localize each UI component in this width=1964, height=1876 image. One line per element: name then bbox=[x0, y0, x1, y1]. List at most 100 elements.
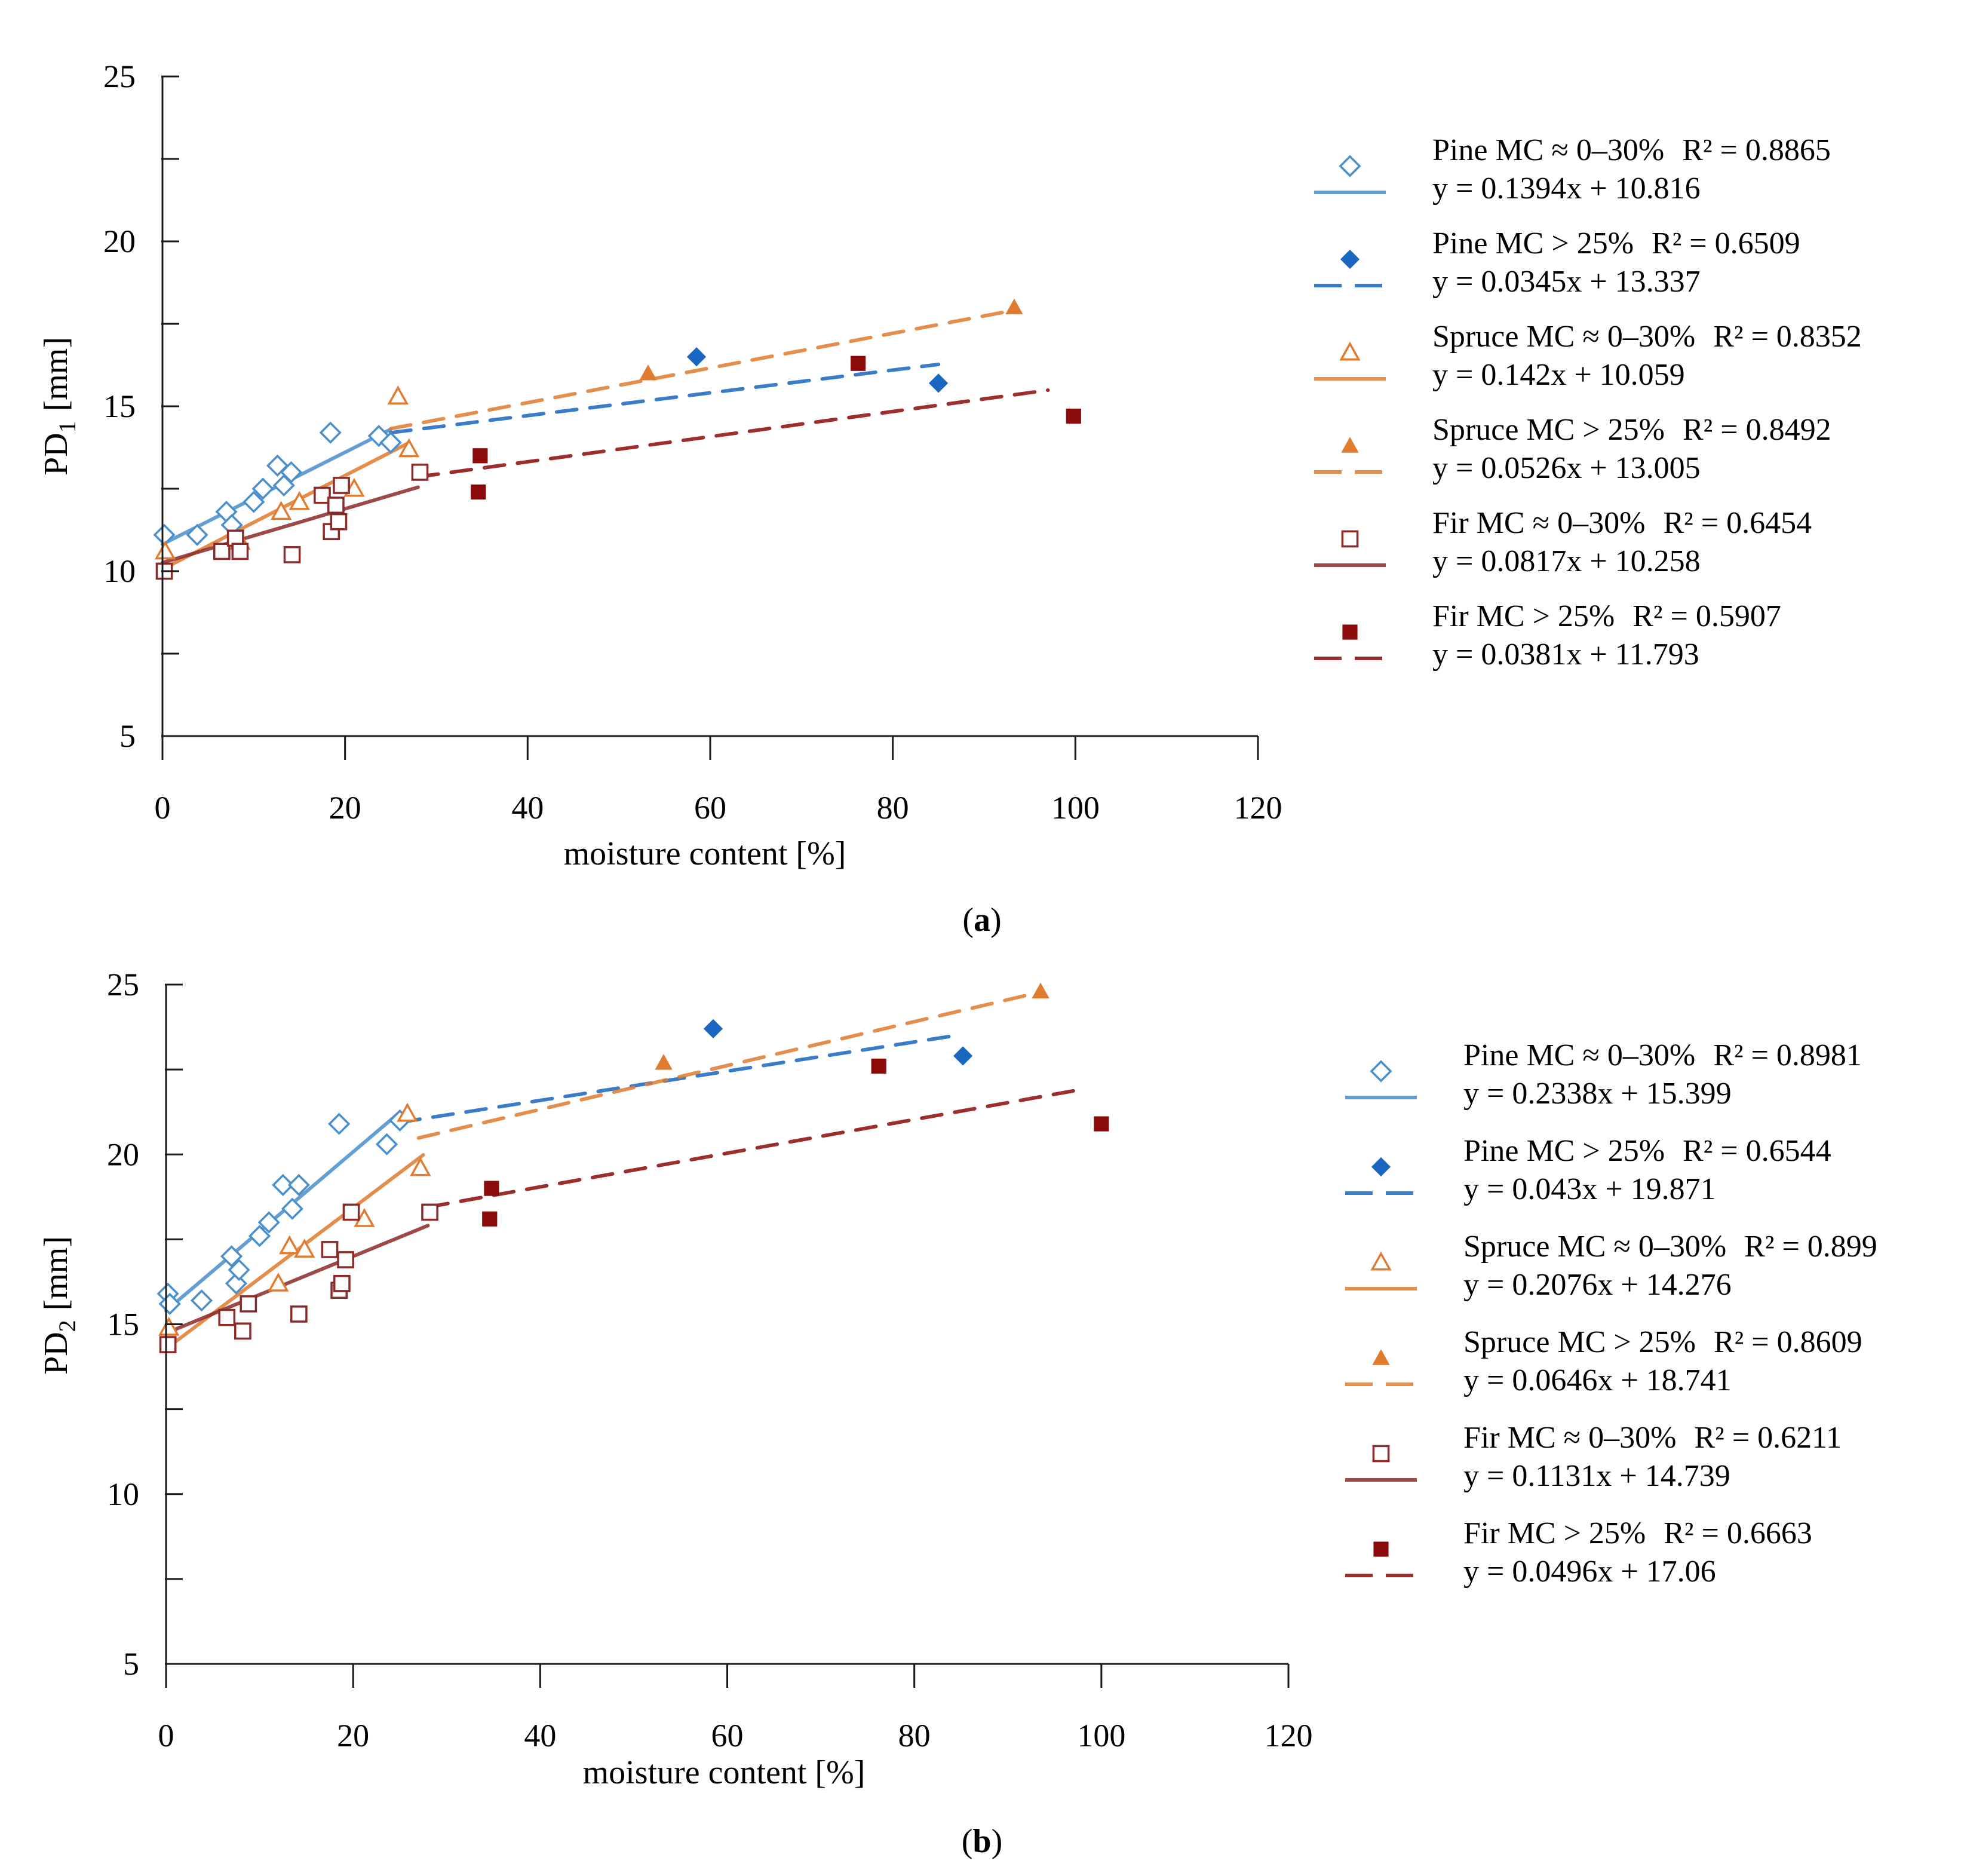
y-tick-label: 15 bbox=[103, 388, 136, 424]
y-axis-title-sub: 1 bbox=[54, 421, 81, 433]
square-marker bbox=[321, 1241, 339, 1258]
diamond-marker bbox=[243, 491, 265, 513]
legend-series-name: Spruce MC > 25% bbox=[1432, 413, 1665, 447]
diamond-marker bbox=[272, 1173, 294, 1196]
square-marker bbox=[482, 1211, 498, 1227]
square-marker bbox=[240, 1295, 257, 1313]
legend-item: Spruce MC > 25% R² = 0.8609 y = 0.0646x + … bbox=[1345, 1325, 1862, 1397]
square-marker bbox=[342, 1203, 360, 1221]
diamond-marker bbox=[328, 1112, 351, 1135]
triangle-marker bbox=[1339, 341, 1361, 361]
legend-equation: y = 0.0646x + 18.741 bbox=[1463, 1363, 1732, 1397]
square-marker bbox=[1372, 1445, 1390, 1463]
legend-equation: y = 0.0496x + 17.06 bbox=[1463, 1555, 1716, 1589]
legend-r2: R² = 0.5907 bbox=[1632, 599, 1781, 633]
legend-series-label: Spruce MC > 25% R² = 0.8492 bbox=[1432, 413, 1831, 447]
diamond-marker bbox=[280, 461, 303, 483]
legend-series-label: Fir MC > 25% R² = 0.6663 bbox=[1463, 1516, 1812, 1550]
triangle-marker bbox=[1005, 298, 1023, 315]
legend-series-label: Pine MC > 25% R² = 0.6544 bbox=[1463, 1134, 1831, 1168]
square-marker bbox=[290, 1305, 308, 1323]
panel-label: (b) bbox=[962, 1823, 1002, 1860]
square-marker bbox=[333, 477, 350, 494]
legend-equation: y = 0.1394x + 10.816 bbox=[1432, 171, 1701, 206]
legend-series-name: Pine MC ≈ 0–30% bbox=[1432, 133, 1664, 167]
legend-series-label: Pine MC > 25% R² = 0.6509 bbox=[1432, 226, 1800, 260]
triangle-marker bbox=[294, 1239, 315, 1258]
legend-series-label: Spruce MC > 25% R² = 0.8609 bbox=[1463, 1325, 1862, 1359]
legend-r2: R² = 0.8981 bbox=[1713, 1038, 1862, 1072]
square-marker bbox=[231, 542, 249, 560]
legend-equation: y = 0.142x + 10.059 bbox=[1432, 358, 1685, 392]
triangle-marker bbox=[398, 438, 420, 458]
triangle-marker bbox=[154, 540, 176, 560]
square-marker bbox=[327, 496, 345, 514]
triangle-marker bbox=[268, 1272, 289, 1292]
diamond-marker bbox=[251, 477, 274, 500]
square-marker bbox=[1342, 624, 1358, 640]
square-marker bbox=[484, 1181, 499, 1196]
legend-equation: y = 0.1131x + 14.739 bbox=[1463, 1459, 1730, 1493]
panel-label: (a) bbox=[962, 902, 1001, 939]
square-marker bbox=[218, 1308, 236, 1326]
diamond-marker bbox=[703, 1019, 723, 1039]
trend-line bbox=[161, 485, 420, 565]
legend-item: Fir MC ≈ 0–30% R² = 0.6211 y = 0.1131x + 1… bbox=[1345, 1421, 1842, 1493]
triangle-marker bbox=[655, 1054, 673, 1070]
legend-r2: R² = 0.6211 bbox=[1694, 1421, 1842, 1455]
legend-item: Fir MC > 25% R² = 0.6663 y = 0.0496x + 17.… bbox=[1345, 1516, 1812, 1589]
x-tick-label: 100 bbox=[1077, 1718, 1125, 1754]
x-tick-label: 80 bbox=[898, 1718, 931, 1754]
triangle-marker bbox=[158, 1316, 180, 1336]
diamond-marker bbox=[379, 431, 402, 454]
diamond-marker bbox=[686, 347, 707, 367]
diamond-marker bbox=[190, 1289, 213, 1312]
x-tick-label: 0 bbox=[158, 1718, 174, 1754]
legend-item: Pine MC > 25% R² = 0.6544 y = 0.043x + 19.… bbox=[1345, 1134, 1831, 1206]
legend-series-name: Spruce MC ≈ 0–30% bbox=[1432, 320, 1695, 354]
y-axis-title-unit: [mm] bbox=[38, 337, 75, 411]
diamond-marker bbox=[281, 1197, 303, 1220]
legend: Pine MC ≈ 0–30% R² = 0.8981 y = 0.2338x + … bbox=[1345, 1038, 1877, 1589]
triangle-marker bbox=[1372, 1349, 1390, 1365]
x-tick-label: 20 bbox=[337, 1718, 369, 1754]
square-marker bbox=[314, 486, 331, 504]
square-marker bbox=[330, 513, 348, 531]
triangle-marker bbox=[410, 1157, 431, 1176]
y-tick-label: 20 bbox=[107, 1136, 139, 1172]
trend-line bbox=[164, 1110, 402, 1313]
diamond-marker bbox=[319, 421, 342, 444]
legend-equation: y = 0.043x + 19.871 bbox=[1463, 1172, 1716, 1206]
legend-item: Spruce MC > 25% R² = 0.8492 y = 0.0526x + … bbox=[1314, 413, 1831, 485]
diamond-marker bbox=[257, 1211, 280, 1234]
triangle-marker bbox=[279, 1235, 300, 1255]
legend-series-name: Pine MC > 25% bbox=[1463, 1134, 1665, 1168]
x-tick-label: 100 bbox=[1051, 790, 1100, 826]
legend-series-label: Fir MC ≈ 0–30% R² = 0.6454 bbox=[1432, 506, 1812, 540]
legend-r2: R² = 0.6663 bbox=[1664, 1516, 1812, 1550]
legend-series-name: Fir MC ≈ 0–30% bbox=[1463, 1421, 1676, 1455]
chart-panel-b: 0 20 40 60 80 100 120 5 10 15 20 25 moisture conten… bbox=[38, 967, 1877, 1860]
diamond-marker bbox=[220, 1245, 243, 1268]
data-points bbox=[156, 982, 1109, 1353]
y-axis-title: PD1 [mm] bbox=[38, 337, 81, 476]
x-tick-label: 80 bbox=[877, 790, 909, 826]
tick-labels: 0 20 40 60 80 100 120 5 10 15 20 25 bbox=[103, 59, 1282, 826]
x-tick-label: 0 bbox=[155, 790, 171, 826]
diamond-marker bbox=[1371, 1157, 1391, 1177]
x-axis-title: moisture content [%] bbox=[583, 1754, 866, 1791]
square-marker bbox=[234, 1322, 251, 1340]
legend-series-label: Spruce MC ≈ 0–30% R² = 0.8352 bbox=[1432, 320, 1862, 354]
triangle-marker bbox=[354, 1207, 375, 1227]
y-tick-label: 15 bbox=[107, 1307, 139, 1342]
chart-panel-a: 0 20 40 60 80 100 120 5 10 15 20 25 moisture conten… bbox=[38, 59, 1862, 939]
legend-series-name: Pine MC ≈ 0–30% bbox=[1463, 1038, 1695, 1072]
legend-equation: y = 0.2076x + 14.276 bbox=[1463, 1268, 1732, 1302]
x-tick-label: 40 bbox=[524, 1718, 556, 1754]
legend-item: Pine MC ≈ 0–30% R² = 0.8865 y = 0.1394x + … bbox=[1314, 133, 1831, 206]
diamond-marker bbox=[375, 1133, 398, 1155]
triangle-marker bbox=[1370, 1251, 1392, 1271]
legend-series-name: Pine MC > 25% bbox=[1432, 226, 1634, 260]
x-tick-label: 20 bbox=[329, 790, 361, 826]
square-marker bbox=[1094, 1116, 1109, 1132]
